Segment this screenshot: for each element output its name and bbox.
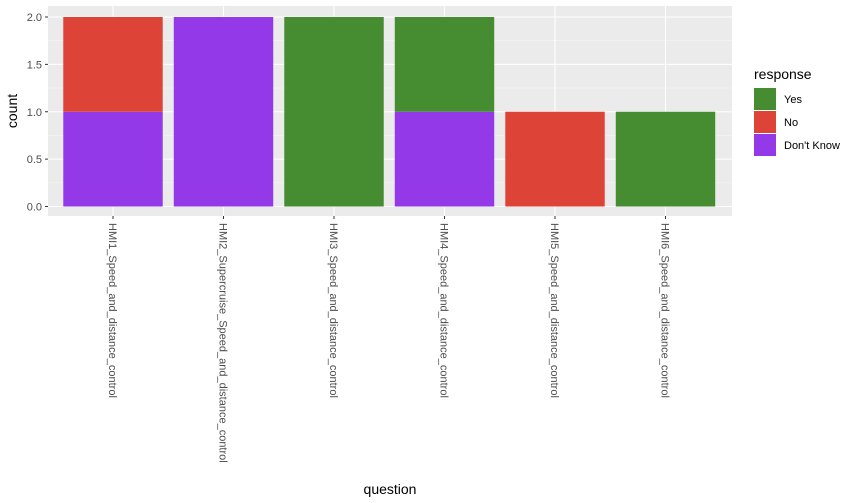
legend-title: response xyxy=(754,66,812,82)
legend-key-yes xyxy=(754,88,776,110)
bar-don-t-know-2 xyxy=(173,17,274,207)
y-tick-label: 1.0 xyxy=(27,107,42,119)
legend-label: Yes xyxy=(784,94,802,106)
x-tick-label: HMI2_Supercruise_Speed_and_distance_cont… xyxy=(217,223,229,463)
legend-label: No xyxy=(784,117,798,129)
bar-don-t-know-4 xyxy=(394,111,495,207)
bar-yes-3 xyxy=(284,17,384,207)
y-tick-label: 0.0 xyxy=(27,202,42,214)
y-axis-title: count xyxy=(4,94,20,128)
x-axis: HMI1_Speed_and_distance_control HMI2_Supe… xyxy=(106,216,671,463)
bar-no-1 xyxy=(63,17,163,112)
y-tick-label: 1.5 xyxy=(27,59,42,71)
bar-yes-4 xyxy=(394,17,495,112)
x-tick-label: HMI1_Speed_and_distance_control xyxy=(106,223,118,398)
x-tick-label: HMI4_Speed_and_distance_control xyxy=(438,223,450,398)
bar-don-t-know-1 xyxy=(63,111,163,207)
x-tick-label: HMI6_Speed_and_distance_control xyxy=(659,223,671,398)
legend-key-don-t-know xyxy=(754,134,776,156)
legend-label: Don't Know xyxy=(784,140,840,152)
legend-key-no xyxy=(754,111,776,133)
y-axis: 0.0 0.5 1.0 1.5 2.0 xyxy=(27,12,48,214)
bar-yes-6 xyxy=(615,111,716,207)
bar-no-5 xyxy=(505,111,605,207)
y-tick-label: 2.0 xyxy=(27,12,42,24)
legend: response Yes No Don't Know xyxy=(754,66,840,156)
x-tick-label: HMI3_Speed_and_distance_control xyxy=(327,223,339,398)
y-tick-label: 0.5 xyxy=(27,154,42,166)
x-axis-title: question xyxy=(364,481,417,497)
x-tick-label: HMI5_Speed_and_distance_control xyxy=(548,223,560,398)
bars xyxy=(63,17,716,207)
